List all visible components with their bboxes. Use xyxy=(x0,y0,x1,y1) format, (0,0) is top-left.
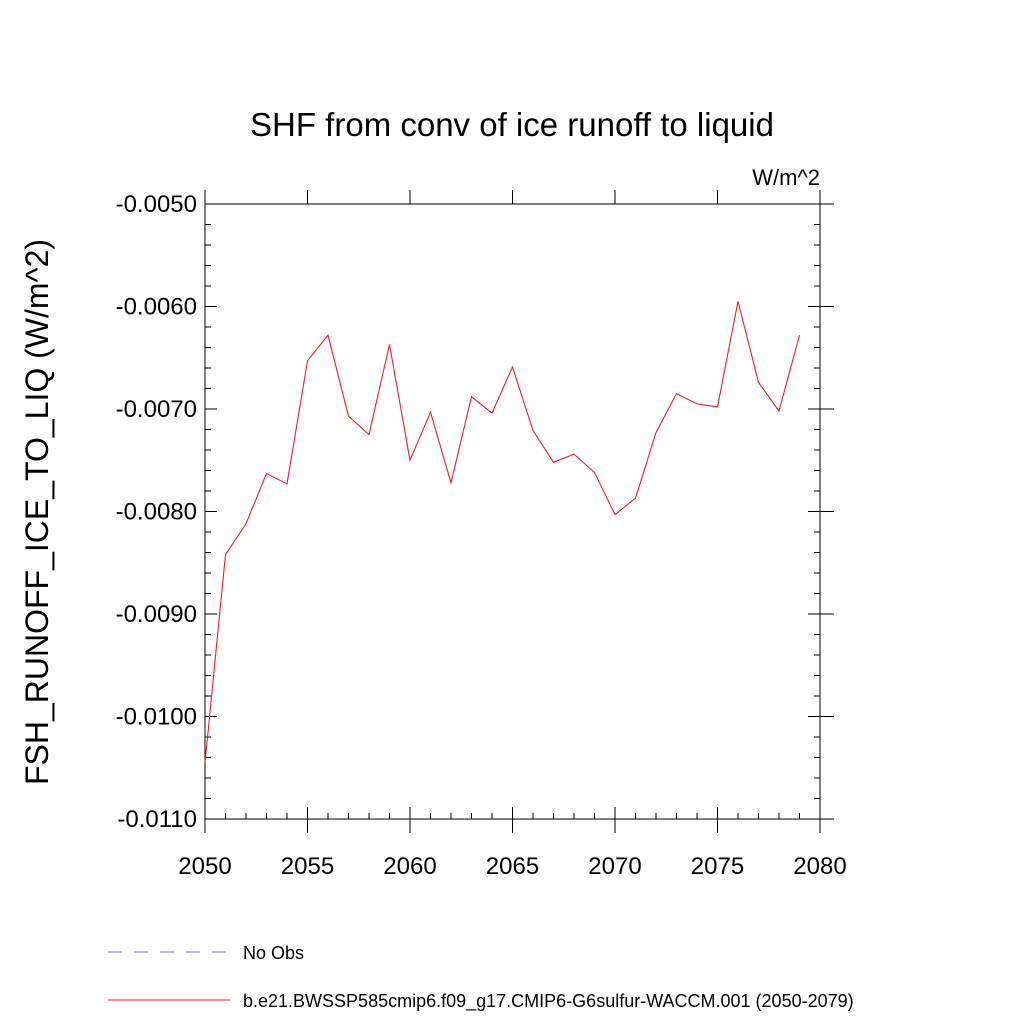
x-tick-label: 2060 xyxy=(383,853,436,880)
legend-label-0: No Obs xyxy=(243,943,304,963)
x-tick-label: 2080 xyxy=(793,853,846,880)
x-tick-label: 2075 xyxy=(691,853,744,880)
legend-label-1: b.e21.BWSSP585cmip6.f09_g17.CMIP6-G6sulf… xyxy=(243,991,854,1012)
y-axis-title: FSH_RUNOFF_ICE_TO_LIQ (W/m^2) xyxy=(19,239,55,785)
legend: No Obs b.e21.BWSSP585cmip6.f09_g17.CMIP6-… xyxy=(108,943,854,1012)
plot-frame xyxy=(204,203,821,820)
x-tick-label: 2055 xyxy=(281,853,334,880)
x-axis: 2050 2055 2060 2065 2070 2075 2080 xyxy=(178,190,847,880)
y-tick-label: -0.0050 xyxy=(116,191,197,218)
y-tick-label: -0.0090 xyxy=(116,601,197,628)
chart-title: SHF from conv of ice runoff to liquid xyxy=(250,106,774,143)
series-line-1 xyxy=(204,301,801,763)
x-tick-label: 2070 xyxy=(588,853,641,880)
y-tick-label: -0.0060 xyxy=(116,294,197,321)
y-axis: -0.0050 -0.0060 -0.0070 -0.0080 -0.0090 -0.01… xyxy=(116,191,834,833)
y-tick-label: -0.0110 xyxy=(117,806,197,833)
series-layer xyxy=(204,301,801,763)
y-tick-label: -0.0080 xyxy=(116,499,197,526)
x-tick-label: 2050 xyxy=(178,853,231,880)
units-label: W/m^2 xyxy=(752,165,820,190)
x-tick-label: 2065 xyxy=(486,853,539,880)
y-tick-label: -0.0070 xyxy=(116,396,197,423)
plot-border xyxy=(204,203,821,820)
y-tick-label: -0.0100 xyxy=(116,704,197,731)
